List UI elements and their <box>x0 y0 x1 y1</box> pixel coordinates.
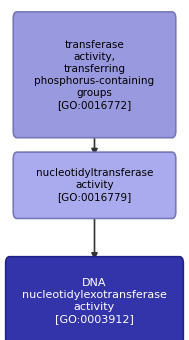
FancyBboxPatch shape <box>13 12 176 138</box>
FancyBboxPatch shape <box>13 152 176 219</box>
Text: DNA
nucleotidylexotransferase
activity
[GO:0003912]: DNA nucleotidylexotransferase activity [… <box>22 278 167 324</box>
Text: nucleotidyltransferase
activity
[GO:0016779]: nucleotidyltransferase activity [GO:0016… <box>36 168 153 202</box>
FancyBboxPatch shape <box>6 257 183 340</box>
Text: transferase
activity,
transferring
phosphorus-containing
groups
[GO:0016772]: transferase activity, transferring phosp… <box>34 40 155 110</box>
